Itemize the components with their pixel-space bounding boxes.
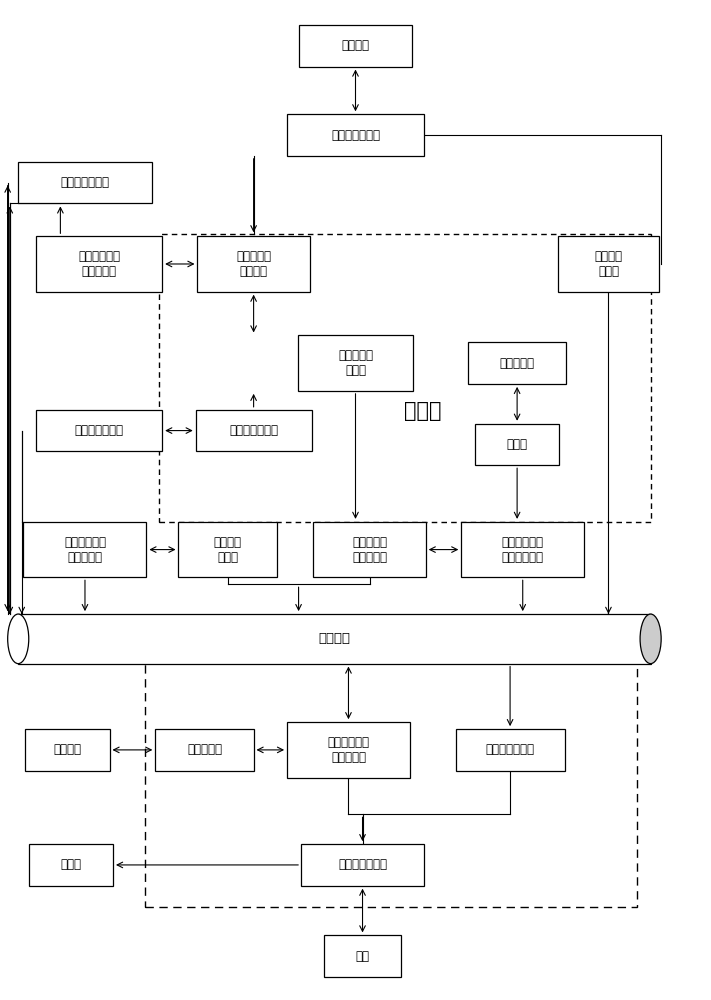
Text: 云数据库: 云数据库 [53,743,81,756]
Text: 企业终端: 企业终端 [341,39,370,52]
Bar [324,935,401,977]
Bar [155,729,254,771]
Bar [23,522,146,577]
Ellipse shape [8,614,28,664]
Bar [314,522,426,577]
Text: 污水处理声纳仪: 污水处理声纳仪 [229,424,278,437]
Text: 传感器: 传感器 [507,438,528,451]
Text: 污水数据流
计算仪: 污水数据流 计算仪 [338,349,373,377]
Bar [18,614,651,664]
Bar [36,410,162,451]
Text: 企业特征当量
数据获取仪: 企业特征当量 数据获取仪 [328,736,370,764]
Bar [456,729,565,771]
Bar [36,236,162,292]
Text: 污水池: 污水池 [404,401,441,421]
Bar [299,25,412,67]
Bar [28,844,113,886]
Text: 环境管理监控台: 环境管理监控台 [338,858,387,871]
Text: 污水处理器工
作状态收集仪: 污水处理器工 作状态收集仪 [502,536,544,564]
Text: 污水成份元素
简单对比仪: 污水成份元素 简单对比仪 [78,250,120,278]
Text: 污水排放
监控仪: 污水排放 监控仪 [594,250,622,278]
Bar [461,522,584,577]
Bar [178,522,277,577]
Text: 系统总线: 系统总线 [319,632,351,645]
Bar [26,729,109,771]
Text: 手机: 手机 [356,950,370,963]
Text: 环境侦测处理仪: 环境侦测处理仪 [486,743,535,756]
Text: 声纳数据传送仪: 声纳数据传送仪 [75,424,124,437]
Bar [196,410,311,451]
Bar [475,424,560,465]
Text: 中水流量
对比仪: 中水流量 对比仪 [213,536,242,564]
Bar [297,335,414,391]
Text: 报警器: 报警器 [60,858,82,871]
Text: 数据存储器: 数据存储器 [187,743,222,756]
Bar [557,236,659,292]
Bar [287,114,424,156]
Text: 企业警示显示仪: 企业警示显示仪 [60,176,109,189]
Text: 回水指标快
速反应仪: 回水指标快 速反应仪 [236,250,271,278]
Text: 污水处理器: 污水处理器 [500,357,535,370]
Bar [468,342,566,384]
Bar [198,236,310,292]
Bar [18,162,151,203]
Bar [145,639,636,907]
Ellipse shape [640,614,661,664]
Bar [287,722,410,778]
Text: 污水处理器
参数记录仪: 污水处理器 参数记录仪 [352,536,387,564]
Bar [301,844,424,886]
Bar [159,234,651,522]
Text: 数据元体输入端: 数据元体输入端 [331,129,380,142]
Text: 中水流体元素
分析探测仪: 中水流体元素 分析探测仪 [64,536,106,564]
